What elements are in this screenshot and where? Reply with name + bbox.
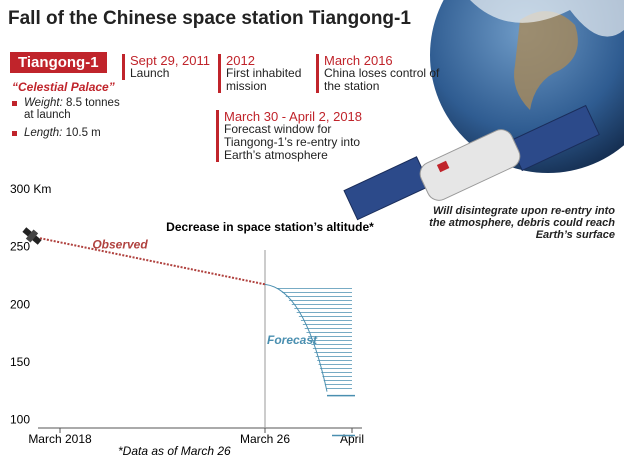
- x-tick-label: March 2018: [28, 432, 92, 446]
- legend-label: Forecast: [267, 333, 318, 347]
- timeline-date: Sept 29, 2011: [130, 53, 210, 68]
- y-tick-label: 150: [10, 355, 30, 369]
- spec: Length: 10.5 m: [12, 127, 124, 139]
- badge: Tiangong-1: [10, 52, 107, 73]
- timeline-entry: 2012 First inhabited mission: [218, 54, 314, 93]
- timeline-date: March 2016: [324, 53, 393, 68]
- satellite-note: Will disintegrate upon re-entry into the…: [429, 205, 615, 241]
- nickname: “Celestial Palace”: [12, 80, 115, 94]
- timeline-text: China loses control of the station: [324, 66, 440, 93]
- spec: Weight: 8.5 tonnes at launch: [12, 97, 124, 121]
- timeline-text: First inhabited mission: [226, 66, 302, 93]
- y-tick-label: 200: [10, 297, 30, 311]
- space-station: [343, 104, 600, 221]
- timeline-text: Forecast window for Tiangong-1’s re-entr…: [224, 122, 361, 162]
- chart-title: Decrease in space station’s altitude*: [166, 220, 374, 234]
- timeline-date: 2012: [226, 53, 255, 68]
- y-tick-label: 250: [10, 240, 30, 254]
- solar-panel: [343, 156, 431, 221]
- earth-land: [514, 11, 578, 110]
- station-body: [419, 129, 521, 201]
- spec-label: Length:: [24, 127, 63, 139]
- timeline-text: Launch: [130, 66, 170, 80]
- y-tick-label: 100: [10, 413, 30, 427]
- timeline-date: March 30 - April 2, 2018: [224, 109, 363, 124]
- forecast-line: [264, 283, 328, 392]
- satellite-icon: [22, 227, 42, 245]
- timeline-entry: March 2016 China loses control of the sta…: [316, 54, 444, 93]
- title: Fall of the Chinese space station Tiango…: [8, 8, 411, 29]
- timeline-entry: March 30 - April 2, 2018 Forecast window …: [216, 110, 374, 162]
- timeline-entry: Sept 29, 2011 Launch: [122, 54, 220, 80]
- spec-label: Weight:: [24, 97, 63, 109]
- x-tick-label: March 26: [240, 432, 290, 446]
- y-tick-label: 300 Km: [10, 182, 51, 196]
- footnote: *Data as of March 26: [118, 444, 231, 458]
- legend-label: Observed: [92, 237, 148, 251]
- spec-text: 10.5 m: [65, 127, 101, 139]
- x-tick-label: April: [340, 432, 364, 446]
- earth-clouds: [470, 0, 624, 37]
- observed-line: [39, 237, 266, 286]
- spec-text: 8.5 tonnes at launch: [24, 97, 120, 121]
- flag: [436, 160, 450, 173]
